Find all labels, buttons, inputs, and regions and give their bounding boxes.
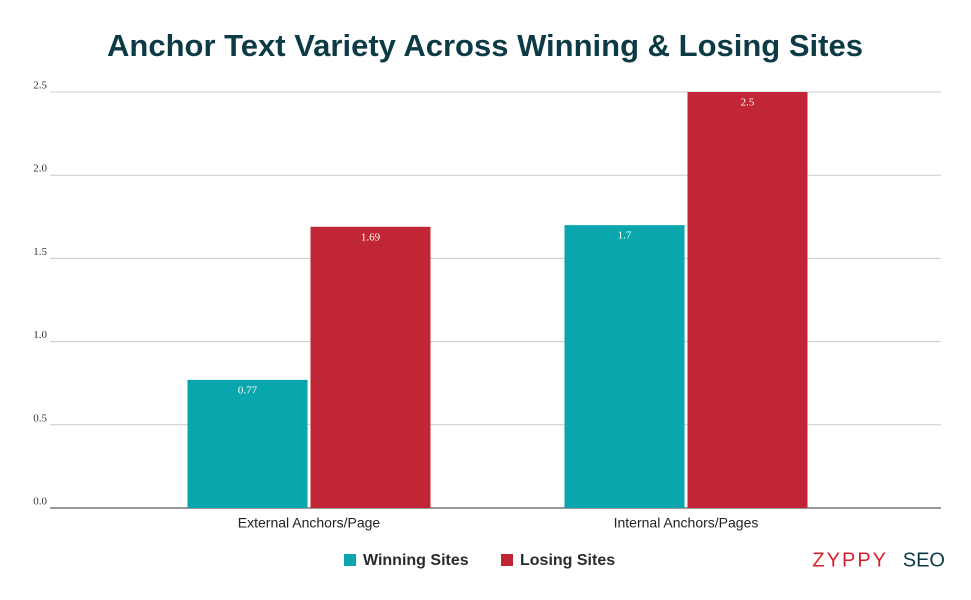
data-label: 1.69 [361,231,381,243]
x-tick-label: External Anchors/Page [238,515,381,531]
bar [187,379,308,508]
legend-label: Losing Sites [520,552,615,569]
logo-brand: ZYPPY [812,549,888,571]
legend-swatch [344,554,356,566]
legend-swatch [501,554,513,566]
data-label: 2.5 [741,97,755,109]
y-tick-label: 1.5 [33,246,47,258]
y-tick-label: 0.5 [33,412,47,424]
bar [564,225,685,508]
bar [687,92,808,508]
data-label: 1.7 [618,230,632,242]
logo-suffix: SEO [903,549,945,571]
bar [310,226,431,508]
y-tick-label: 0.0 [33,496,47,508]
y-tick-label: 2.5 [33,80,47,92]
chart-title: Anchor Text Variety Across Winning & Los… [107,28,863,63]
y-tick-label: 2.0 [33,163,47,175]
data-label: 0.77 [238,384,258,396]
x-tick-label: Internal Anchors/Pages [614,515,759,531]
y-tick-label: 1.0 [33,329,47,341]
legend-label: Winning Sites [363,552,469,569]
